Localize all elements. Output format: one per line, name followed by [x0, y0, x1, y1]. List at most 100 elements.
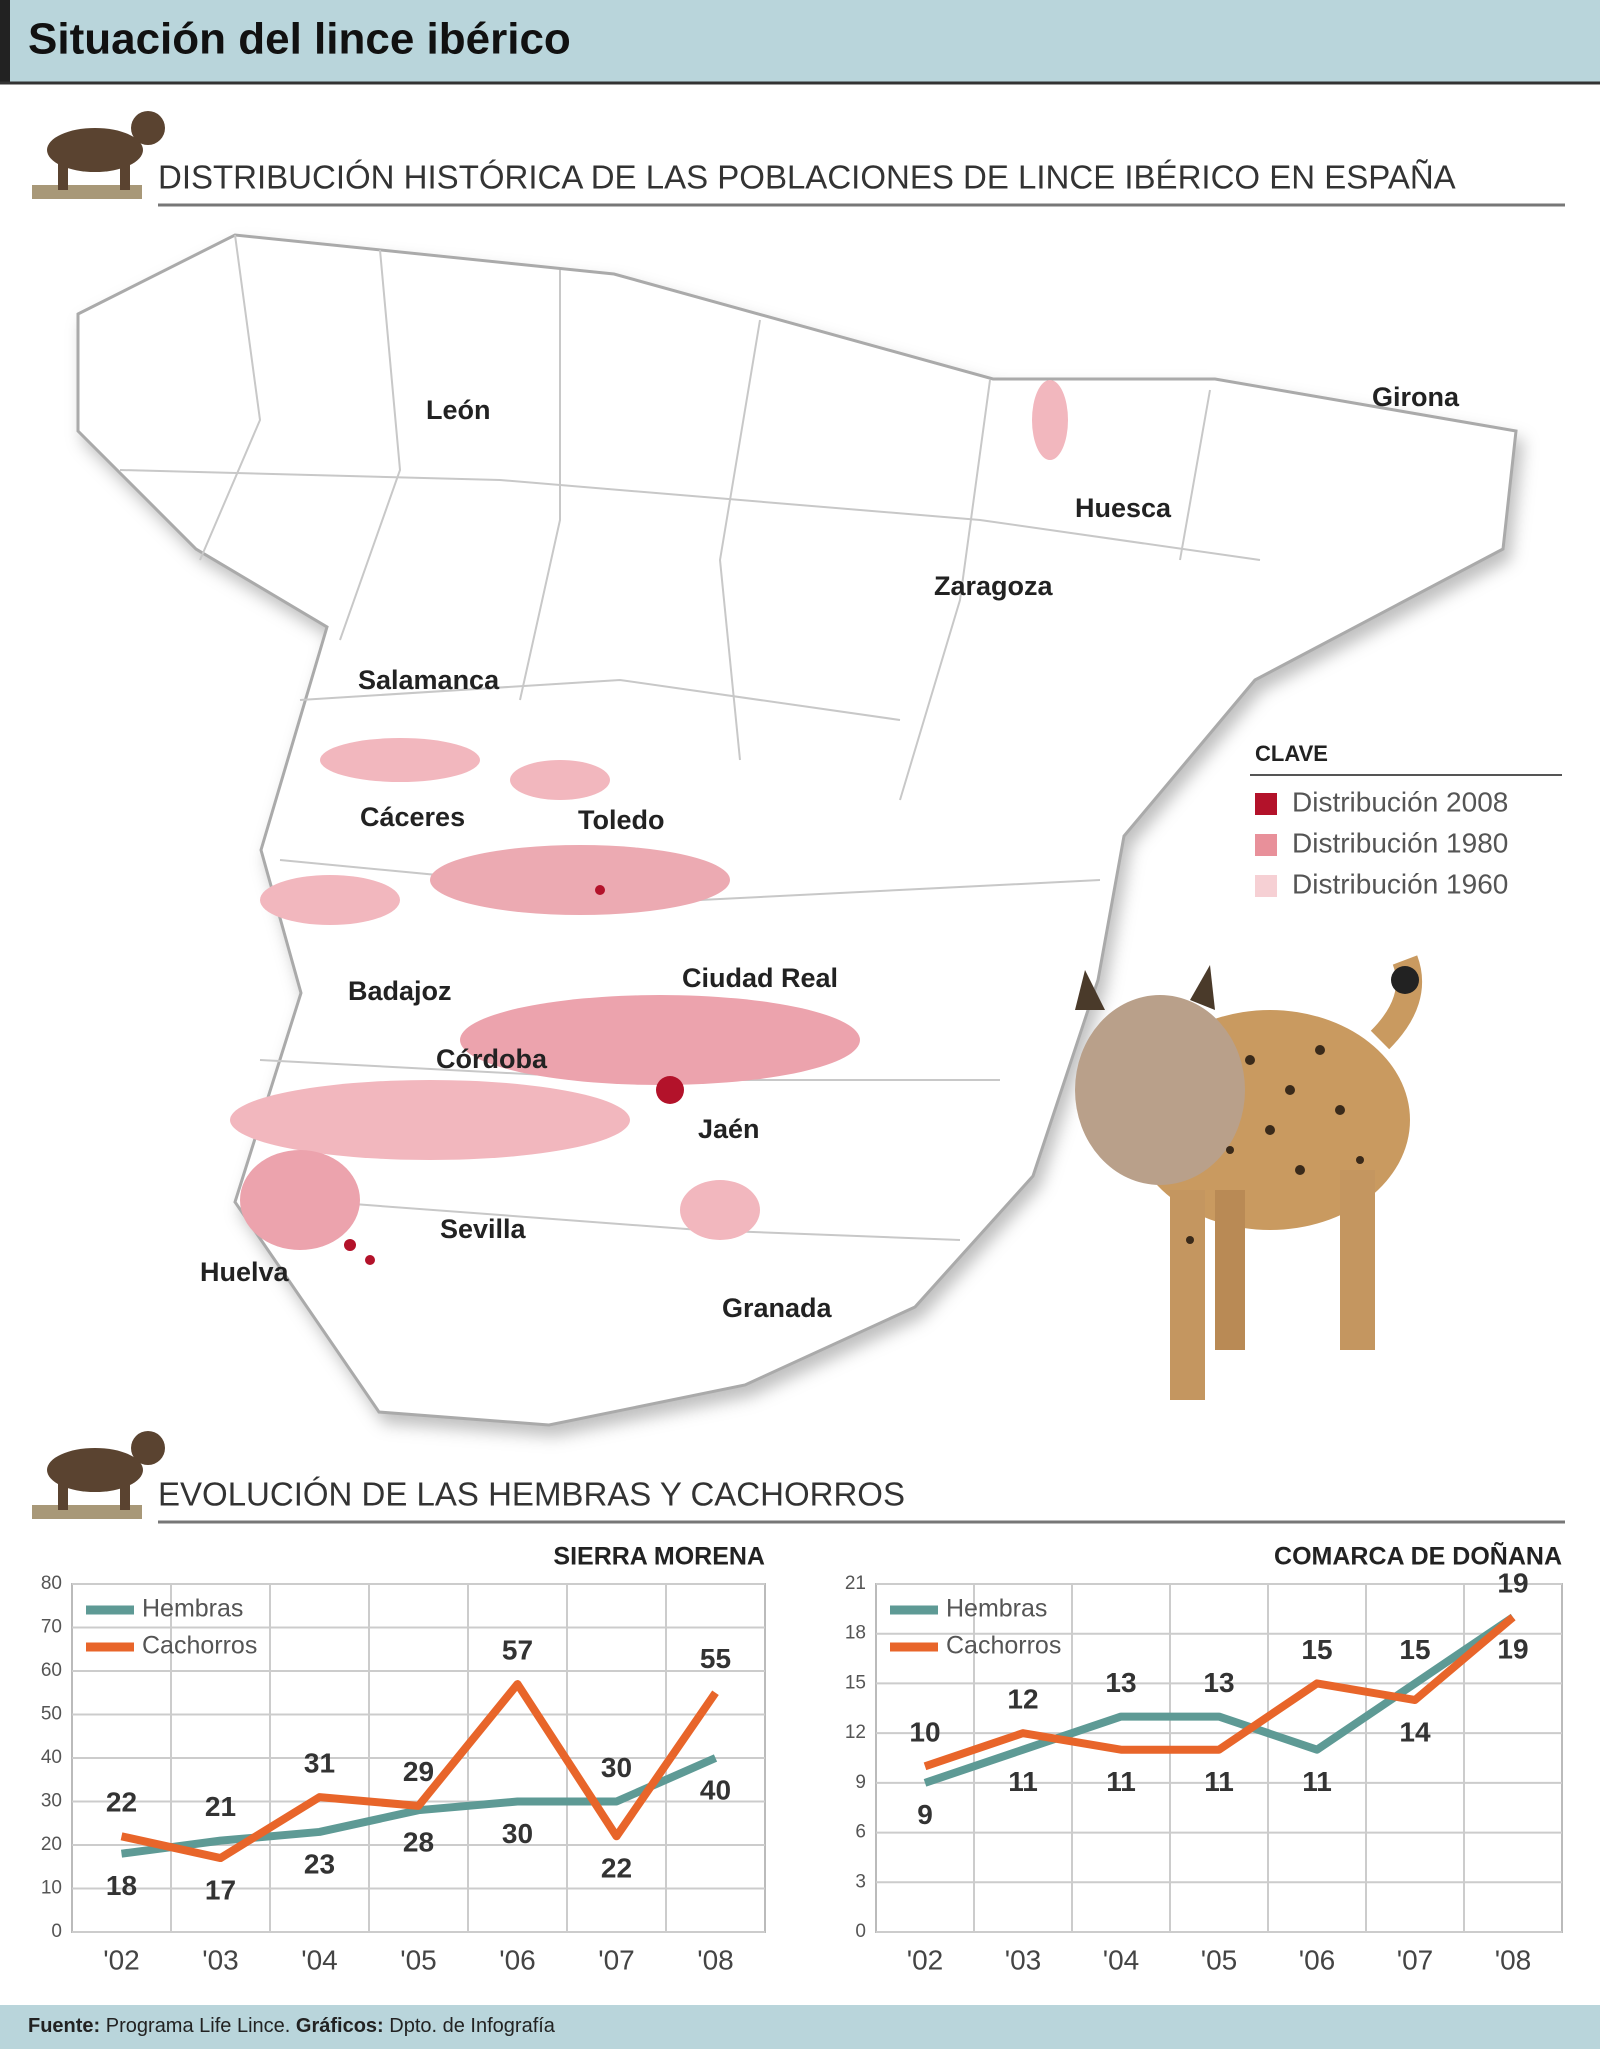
legend-swatch: [1255, 793, 1277, 815]
value-label: 11: [1008, 1766, 1038, 1797]
value-label: 57: [502, 1634, 533, 1665]
distribution-areas: [230, 380, 1068, 1265]
lynx-icon: [32, 1431, 165, 1519]
chart-title: COMARCA DE DOÑANA: [1274, 1541, 1562, 1571]
x-tick-label: '04: [1103, 1944, 1140, 1975]
legend-label: Hembras: [142, 1595, 243, 1623]
value-label: 15: [1301, 1634, 1332, 1665]
value-label: 23: [304, 1848, 335, 1879]
map: León Girona Huesca Zaragoza Salamanca Cá…: [76, 233, 1562, 1427]
y-tick-label: 9: [855, 1772, 866, 1793]
legend-label: Distribución 2008: [1292, 786, 1508, 817]
value-label: 28: [403, 1827, 434, 1858]
legend-label: Distribución 1960: [1292, 868, 1508, 899]
legend-label: Hembras: [946, 1595, 1047, 1623]
y-tick-label: 12: [845, 1722, 866, 1743]
map-label: Jaén: [698, 1114, 760, 1144]
header-band: [0, 0, 1600, 84]
y-tick-label: 3: [855, 1871, 866, 1892]
legend-swatch: [1255, 875, 1277, 897]
value-label: 19: [1497, 1634, 1528, 1665]
series-line: [120, 1754, 718, 1858]
page-title: Situación del lince ibérico: [28, 15, 571, 64]
map-label: Ciudad Real: [682, 963, 838, 993]
y-tick-label: 10: [41, 1878, 62, 1899]
value-label: 30: [601, 1752, 632, 1783]
y-tick-label: 80: [41, 1573, 62, 1594]
value-label: 14: [1399, 1716, 1431, 1747]
series-line: [923, 1613, 1516, 1787]
x-tick-label: '06: [1299, 1944, 1336, 1975]
y-tick-label: 70: [41, 1617, 62, 1638]
value-label: 17: [205, 1874, 236, 1905]
y-tick-label: 20: [41, 1834, 62, 1855]
legend-label: Cachorros: [142, 1632, 257, 1660]
legend-label: Cachorros: [946, 1632, 1061, 1660]
value-label: 13: [1105, 1667, 1136, 1698]
map-label: Huesca: [1075, 493, 1172, 523]
chart-title: SIERRA MORENA: [553, 1543, 765, 1571]
value-label: 30: [502, 1818, 533, 1849]
map-label: Badajoz: [348, 976, 452, 1006]
value-label: 40: [700, 1774, 731, 1805]
legend-swatch: [1255, 834, 1277, 856]
section-title: EVOLUCIÓN DE LAS HEMBRAS Y CACHORROS: [158, 1476, 905, 1513]
y-tick-label: 60: [41, 1660, 62, 1681]
map-label: Girona: [1372, 382, 1460, 412]
x-tick-label: '02: [907, 1944, 944, 1975]
map-label: Zaragoza: [934, 571, 1054, 601]
line-chart: SIERRA MORENA 0 10 20 30 40 50 60 70 80 '02 '03 '04 '…: [41, 1543, 766, 1975]
value-label: 21: [205, 1791, 236, 1822]
x-tick-label: '06: [499, 1944, 536, 1975]
value-label: 10: [909, 1717, 940, 1748]
map-label: León: [426, 395, 491, 425]
x-tick-label: '08: [697, 1944, 734, 1975]
x-tick-label: '08: [1495, 1944, 1532, 1975]
series-line: [923, 1614, 1516, 1771]
value-label: 19: [1497, 1568, 1528, 1599]
y-tick-label: 50: [41, 1704, 62, 1725]
map-label: Salamanca: [358, 665, 500, 695]
value-label: 55: [700, 1643, 731, 1674]
x-tick-label: '03: [202, 1944, 239, 1975]
x-tick-label: '05: [1201, 1944, 1238, 1975]
value-label: 31: [304, 1748, 335, 1779]
footer-credits: Fuente: Programa Life Lince. Gráficos: D…: [28, 2015, 556, 2037]
value-label: 9: [917, 1799, 933, 1830]
value-label: 13: [1203, 1667, 1234, 1698]
y-tick-label: 21: [845, 1573, 866, 1594]
map-label: Cáceres: [360, 802, 465, 832]
map-label: Sevilla: [440, 1214, 527, 1244]
legend-label: Distribución 1980: [1292, 827, 1508, 858]
x-tick-label: '02: [103, 1944, 140, 1975]
map-legend: CLAVE Distribución 2008 Distribución 1980…: [1250, 741, 1562, 899]
y-tick-label: 30: [41, 1791, 62, 1812]
value-label: 22: [106, 1787, 137, 1818]
y-tick-label: 15: [845, 1672, 866, 1693]
y-tick-label: 0: [855, 1921, 866, 1942]
x-tick-label: '07: [1397, 1944, 1434, 1975]
value-label: 11: [1204, 1766, 1234, 1797]
value-label: 11: [1106, 1766, 1136, 1797]
line-chart: COMARCA DE DOÑANA 0 3 6 9 12 15 18 21 '02 '03 '04 '0…: [845, 1541, 1563, 1975]
map-label: Granada: [722, 1293, 833, 1323]
header-edge: [0, 0, 10, 84]
series-line: [120, 1680, 719, 1863]
value-label: 18: [106, 1870, 137, 1901]
legend-title: CLAVE: [1255, 741, 1328, 766]
value-label: 22: [601, 1853, 632, 1884]
x-tick-label: '04: [301, 1944, 338, 1975]
value-label: 11: [1302, 1766, 1332, 1797]
footer-source: Programa Life Lince.: [106, 2015, 291, 2037]
footer-graphics: Dpto. de Infografía: [389, 2015, 556, 2037]
footer-source-label: Fuente:: [28, 2015, 100, 2037]
section-title: DISTRIBUCIÓN HISTÓRICA DE LAS POBLACIONE…: [158, 159, 1456, 196]
y-tick-label: 0: [51, 1921, 62, 1942]
map-label: Huelva: [200, 1257, 290, 1287]
lynx-icon: [32, 111, 165, 199]
map-label: Toledo: [578, 805, 664, 835]
y-tick-label: 40: [41, 1747, 62, 1768]
